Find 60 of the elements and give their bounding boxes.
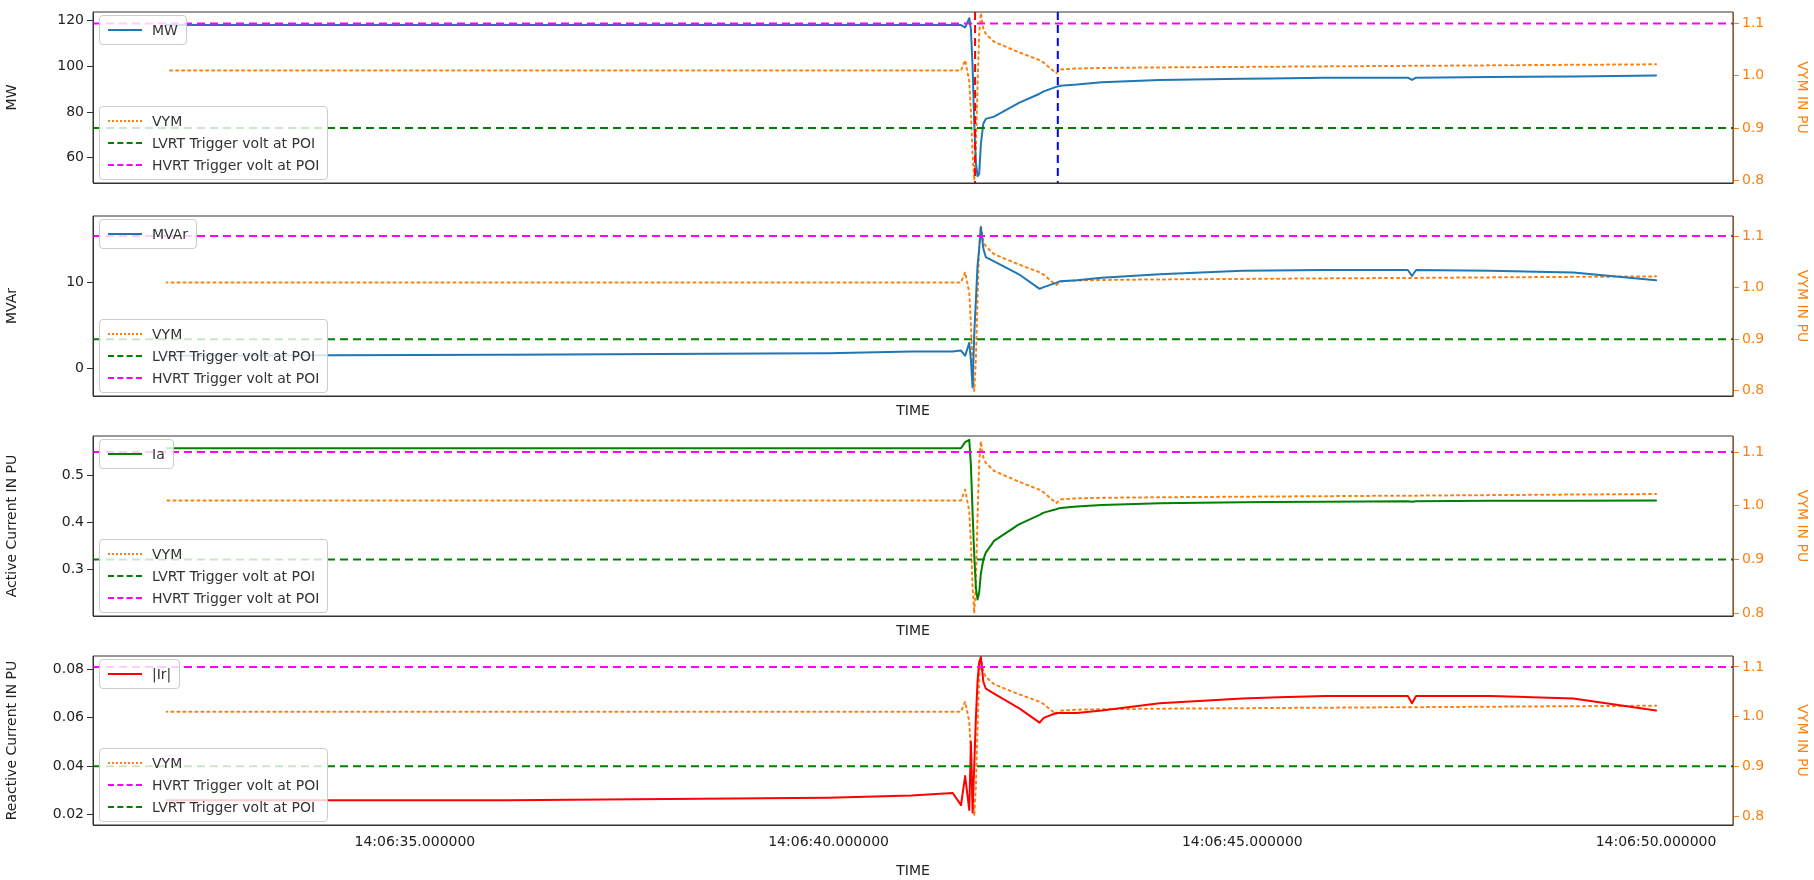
y-tick-label: 60 [66,148,84,165]
y-tick-label: 100 [57,56,84,73]
y-axis-title: MW [3,84,20,111]
legend-label: LVRT Trigger volt at POI [152,348,316,364]
x-axis-title: TIME [895,622,930,639]
y-axis-title: Active Current IN PU [3,454,20,598]
y2-tick-label: 0.8 [1742,171,1765,188]
y2-axis-title: VYM IN PU [1794,61,1811,134]
legend-label: MW [152,22,178,38]
y-tick-label: 0.4 [61,512,85,529]
legend-label: LVRT Trigger volt at POI [152,135,316,151]
y2-tick-label: 0.9 [1742,550,1765,567]
x-tick-label: 14:06:35.000000 [354,833,476,850]
y2-tick-label: 0.9 [1742,756,1765,773]
y-tick-label: 0.3 [61,559,84,576]
y2-tick-label: 1.1 [1742,14,1765,31]
y2-tick-label: 1.1 [1742,442,1765,459]
legend-label: VYM [152,755,183,771]
x-axis-title: TIME [895,402,930,419]
legend-label: HVRT Trigger volt at POI [152,157,320,173]
y-tick-label: 0.08 [52,659,84,676]
legend-label: VYM [152,113,183,129]
y-axis-title: MVAr [3,287,20,325]
y2-tick-label: 1.0 [1742,278,1765,295]
y2-tick-label: 0.9 [1742,329,1765,346]
legend-label: MVAr [152,226,189,242]
y2-axis-title: VYM IN PU [1794,704,1811,777]
y2-tick-label: 1.1 [1742,226,1765,243]
legend-label: Ia [152,446,165,462]
legend-label: LVRT Trigger volt at POI [152,799,316,815]
legend-label: |Ir| [152,666,172,682]
y-tick-label: 120 [57,11,84,28]
y-tick-label: 0.06 [52,708,85,725]
legend-label: HVRT Trigger volt at POI [152,590,320,606]
x-tick-label: 14:06:45.000000 [1181,833,1303,850]
y-tick-label: 0.04 [52,756,85,773]
x-tick-label: 14:06:50.000000 [1595,833,1717,850]
y2-tick-label: 1.1 [1742,657,1765,674]
y2-tick-label: 1.0 [1742,496,1765,513]
y2-tick-label: 0.8 [1742,806,1765,823]
y2-tick-label: 0.8 [1742,381,1765,398]
x-tick-label: 14:06:40.000000 [768,833,889,850]
y-tick-label: 0.02 [52,805,84,822]
legend-label: HVRT Trigger volt at POI [152,370,320,386]
legend-label: LVRT Trigger volt at POI [152,568,316,584]
y2-tick-label: 0.9 [1742,118,1765,135]
legend-label: HVRT Trigger volt at POI [152,777,320,793]
legend-label: VYM [152,546,183,562]
y-tick-label: 10 [66,273,84,290]
y-tick-label: 0 [75,359,84,376]
legend-label: VYM [152,326,183,342]
y2-axis-title: VYM IN PU [1794,269,1811,343]
y2-tick-label: 0.8 [1742,603,1765,620]
y2-tick-label: 1.0 [1742,707,1765,724]
y-tick-label: 80 [66,102,84,119]
y2-axis-title: VYM IN PU [1794,489,1811,563]
y-tick-label: 0.5 [61,465,84,482]
y2-tick-label: 1.0 [1742,66,1765,83]
y-axis-title: Reactive Current IN PU [3,660,20,821]
x-axis-title: TIME [895,862,930,879]
